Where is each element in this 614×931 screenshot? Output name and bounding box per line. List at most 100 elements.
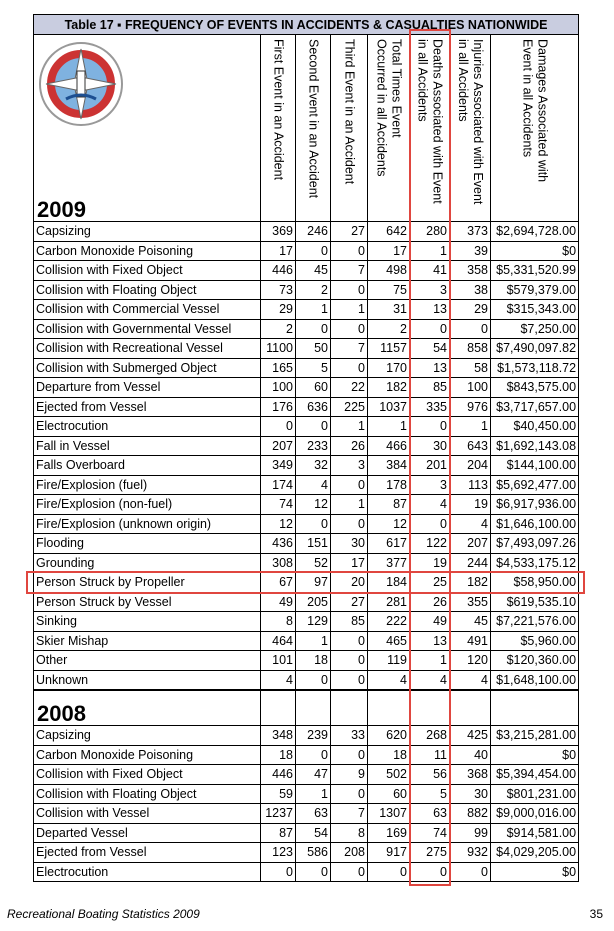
value-cell: 0 (330, 650, 368, 671)
event-name: Carbon Monoxide Poisoning (33, 240, 261, 261)
value-cell: 17 (330, 552, 368, 573)
event-name: Carbon Monoxide Poisoning (33, 744, 261, 765)
value-cell: 244 (449, 552, 491, 573)
value-cell: 1 (449, 416, 491, 437)
value-cell: 446 (260, 764, 296, 785)
event-name: Collision with Fixed Object (33, 260, 261, 281)
value-cell: 18 (367, 744, 410, 765)
column-header-text: Deaths Associated with Event in all Accid… (415, 39, 445, 204)
data-row: Collision with Vessel 1237 63 7 1307 63 882 $9,… (33, 803, 580, 824)
value-cell: 54 (295, 822, 331, 843)
data-row: Collision with Recreational Vessel 1100 50… (33, 338, 580, 359)
value-cell: 4 (295, 474, 331, 495)
value-cell: $1,692,143.08 (489, 435, 580, 456)
value-cell: 13 (409, 357, 450, 378)
value-cell: 26 (330, 435, 368, 456)
value-cell: 643 (449, 435, 491, 456)
value-cell: 170 (367, 357, 410, 378)
blank-cell (409, 689, 450, 726)
value-cell: 4 (409, 669, 450, 691)
data-row: Sinking 8 129 85 222 49 45 $7,221,576.00 (33, 611, 580, 632)
data-row: Person Struck by Propeller 67 97 20 184 25 182… (33, 572, 580, 593)
header-row: 2009 First Event in an Accident Second Eve… (33, 34, 580, 222)
value-cell: 4 (409, 494, 450, 515)
value-cell: 52 (295, 552, 331, 573)
value-cell: 5 (295, 357, 331, 378)
value-cell: $120,360.00 (489, 650, 580, 671)
value-cell: 0 (330, 357, 368, 378)
value-cell: 29 (260, 299, 296, 320)
value-cell: $5,960.00 (489, 630, 580, 651)
value-cell: 882 (449, 803, 491, 824)
value-cell: $0 (489, 744, 580, 765)
column-header-text: First Event in an Accident (271, 39, 286, 180)
event-name: Collision with Floating Object (33, 279, 261, 300)
header-line: in all Accidents (415, 39, 430, 122)
event-name: Falls Overboard (33, 455, 261, 476)
value-cell: 4 (260, 669, 296, 691)
value-cell: 18 (260, 744, 296, 765)
value-cell: 41 (409, 260, 450, 281)
header-line: Total Times Event (389, 39, 404, 138)
value-cell: 1100 (260, 338, 296, 359)
value-cell: 73 (260, 279, 296, 300)
data-row: Fall in Vessel 207 233 26 466 30 643 $1,692,143… (33, 435, 580, 456)
value-cell: 7 (330, 803, 368, 824)
value-cell: 0 (330, 318, 368, 339)
value-cell: 2 (260, 318, 296, 339)
value-cell: 0 (449, 318, 491, 339)
value-cell: 87 (260, 822, 296, 843)
value-cell: 355 (449, 591, 491, 612)
blank-cell (330, 689, 368, 726)
value-cell: 0 (409, 318, 450, 339)
value-cell: $58,950.00 (489, 572, 580, 593)
event-name: Collision with Submerged Object (33, 357, 261, 378)
blank-cell (489, 689, 580, 726)
table-title: Table 17 ▪ FREQUENCY OF EVENTS IN ACCIDE… (32, 14, 580, 35)
value-cell: 38 (449, 279, 491, 300)
value-cell: 49 (260, 591, 296, 612)
value-cell: 4 (367, 669, 410, 691)
value-cell: 12 (295, 494, 331, 515)
value-cell: 1307 (367, 803, 410, 824)
value-cell: 204 (449, 455, 491, 476)
page-number: 35 (589, 907, 603, 921)
value-cell: 85 (330, 611, 368, 632)
value-cell: $40,450.00 (489, 416, 580, 437)
header-line: Event in all Accidents (520, 39, 535, 158)
value-cell: 0 (330, 744, 368, 765)
data-row: Falls Overboard 349 32 3 384 201 204 $144,100.0… (33, 455, 580, 476)
event-name: Person Struck by Propeller (33, 572, 261, 593)
value-cell: 268 (409, 725, 450, 746)
value-cell: $3,717,657.00 (489, 396, 580, 417)
value-cell: 31 (367, 299, 410, 320)
event-name: Fire/Explosion (non-fuel) (33, 494, 261, 515)
value-cell: 498 (367, 260, 410, 281)
column-header: Total Times Event Occurred in all Acciden… (367, 34, 410, 222)
column-header-text: Damages Associated with Event in all Acci… (520, 39, 550, 182)
value-cell: 0 (409, 861, 450, 882)
event-name: Capsizing (33, 221, 261, 242)
value-cell: 425 (449, 725, 491, 746)
value-cell: 59 (260, 783, 296, 804)
value-cell: 50 (295, 338, 331, 359)
event-name: Ejected from Vessel (33, 842, 261, 863)
value-cell: 358 (449, 260, 491, 281)
value-cell: 617 (367, 533, 410, 554)
value-cell: 8 (260, 611, 296, 632)
value-cell: 0 (330, 240, 368, 261)
value-cell: 205 (295, 591, 331, 612)
value-cell: 3 (330, 455, 368, 476)
data-row: Fire/Explosion (unknown origin) 12 0 0 12 0 4 $… (33, 513, 580, 534)
value-cell: $7,490,097.82 (489, 338, 580, 359)
value-cell: $9,000,016.00 (489, 803, 580, 824)
value-cell: 0 (295, 744, 331, 765)
value-cell: $1,646,100.00 (489, 513, 580, 534)
value-cell: $1,648,100.00 (489, 669, 580, 691)
value-cell: 120 (449, 650, 491, 671)
value-cell: 169 (367, 822, 410, 843)
value-cell: $5,692,477.00 (489, 474, 580, 495)
value-cell: 39 (449, 240, 491, 261)
value-cell: 182 (367, 377, 410, 398)
column-header-text: Third Event in an Accident (342, 39, 357, 184)
